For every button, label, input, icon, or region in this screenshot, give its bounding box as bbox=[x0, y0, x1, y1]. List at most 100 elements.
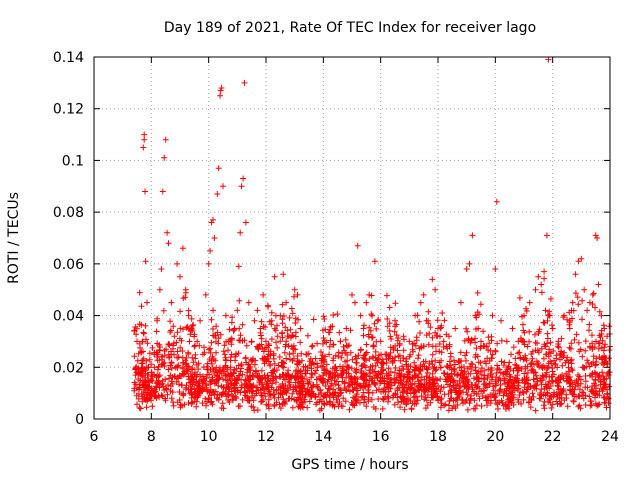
data-point bbox=[249, 388, 256, 395]
data-point bbox=[210, 307, 217, 314]
data-point bbox=[588, 361, 595, 367]
data-point bbox=[245, 299, 252, 306]
data-point bbox=[268, 336, 275, 343]
axis-ticks: 6 8 10 12 14 16 18 20 22 24 0 0.02 0.04 0.06 0.08 0.1 0.… bbox=[53, 50, 619, 445]
data-point bbox=[460, 400, 466, 407]
data-point bbox=[344, 343, 351, 350]
data-point bbox=[235, 350, 242, 357]
data-point bbox=[159, 378, 166, 384]
data-point bbox=[561, 349, 568, 356]
data-point bbox=[466, 260, 473, 267]
data-point bbox=[454, 372, 460, 379]
data-point bbox=[357, 312, 364, 319]
data-point bbox=[177, 344, 184, 351]
data-point bbox=[265, 351, 272, 358]
data-point bbox=[432, 375, 439, 382]
data-point bbox=[334, 311, 341, 318]
data-point bbox=[575, 301, 582, 308]
data-point bbox=[241, 79, 248, 86]
data-point bbox=[518, 400, 525, 407]
data-point bbox=[183, 382, 190, 389]
data-point bbox=[291, 374, 298, 381]
data-point bbox=[366, 291, 373, 298]
data-point bbox=[421, 382, 428, 389]
data-point bbox=[342, 398, 349, 405]
data-point bbox=[353, 359, 359, 366]
data-point bbox=[208, 398, 215, 405]
data-point bbox=[498, 337, 505, 344]
data-point bbox=[602, 400, 609, 406]
data-point bbox=[170, 345, 176, 352]
data-point bbox=[378, 368, 385, 375]
data-point bbox=[352, 368, 359, 374]
data-point bbox=[553, 352, 560, 359]
data-point bbox=[336, 329, 343, 336]
data-point bbox=[321, 401, 328, 408]
data-point bbox=[237, 332, 244, 339]
data-point bbox=[437, 333, 443, 340]
data-point bbox=[308, 393, 315, 400]
data-point bbox=[138, 348, 145, 355]
data-point bbox=[257, 325, 264, 332]
data-point bbox=[489, 374, 496, 381]
data-point bbox=[168, 378, 175, 385]
data-point bbox=[207, 247, 214, 254]
data-point bbox=[374, 317, 381, 324]
data-point bbox=[400, 355, 407, 361]
data-point bbox=[387, 379, 394, 386]
data-point bbox=[379, 405, 386, 412]
data-points bbox=[131, 56, 613, 414]
data-point bbox=[306, 398, 313, 405]
data-point bbox=[326, 351, 333, 358]
data-point bbox=[474, 289, 481, 296]
data-point bbox=[311, 361, 317, 368]
data-point bbox=[207, 349, 214, 356]
data-point bbox=[560, 353, 567, 359]
data-point bbox=[464, 406, 471, 413]
data-point bbox=[153, 374, 160, 381]
data-point bbox=[592, 390, 599, 397]
data-point bbox=[218, 383, 225, 390]
data-point bbox=[229, 314, 236, 321]
data-point bbox=[531, 331, 538, 338]
data-point bbox=[488, 365, 495, 371]
data-point bbox=[320, 313, 327, 320]
data-point bbox=[304, 332, 311, 339]
data-point bbox=[254, 307, 261, 314]
data-point bbox=[383, 351, 390, 358]
data-point bbox=[236, 337, 242, 344]
data-point bbox=[318, 355, 325, 362]
data-point bbox=[177, 308, 184, 315]
data-point bbox=[174, 354, 181, 361]
data-point bbox=[573, 377, 580, 384]
data-point bbox=[242, 392, 249, 399]
data-point bbox=[252, 357, 259, 364]
data-point bbox=[489, 391, 495, 398]
data-point bbox=[429, 381, 436, 388]
data-point bbox=[588, 398, 595, 405]
data-point bbox=[420, 291, 427, 298]
data-point bbox=[279, 301, 286, 308]
data-point bbox=[591, 380, 598, 387]
data-point bbox=[396, 367, 403, 374]
data-point bbox=[134, 401, 140, 408]
data-point bbox=[382, 389, 389, 395]
data-point bbox=[535, 273, 542, 280]
data-point bbox=[209, 376, 216, 383]
data-point bbox=[450, 384, 457, 390]
data-point bbox=[429, 334, 436, 341]
data-point bbox=[136, 321, 143, 328]
data-point bbox=[277, 312, 284, 319]
data-point bbox=[162, 136, 169, 143]
data-point bbox=[227, 354, 234, 361]
data-point bbox=[229, 392, 236, 399]
data-point bbox=[542, 343, 549, 350]
data-point bbox=[156, 341, 163, 348]
data-point bbox=[260, 396, 267, 403]
data-point bbox=[351, 395, 358, 402]
data-point bbox=[549, 365, 556, 372]
data-point bbox=[418, 374, 425, 381]
data-point bbox=[488, 371, 495, 377]
data-point bbox=[304, 376, 310, 383]
data-point bbox=[208, 360, 215, 367]
